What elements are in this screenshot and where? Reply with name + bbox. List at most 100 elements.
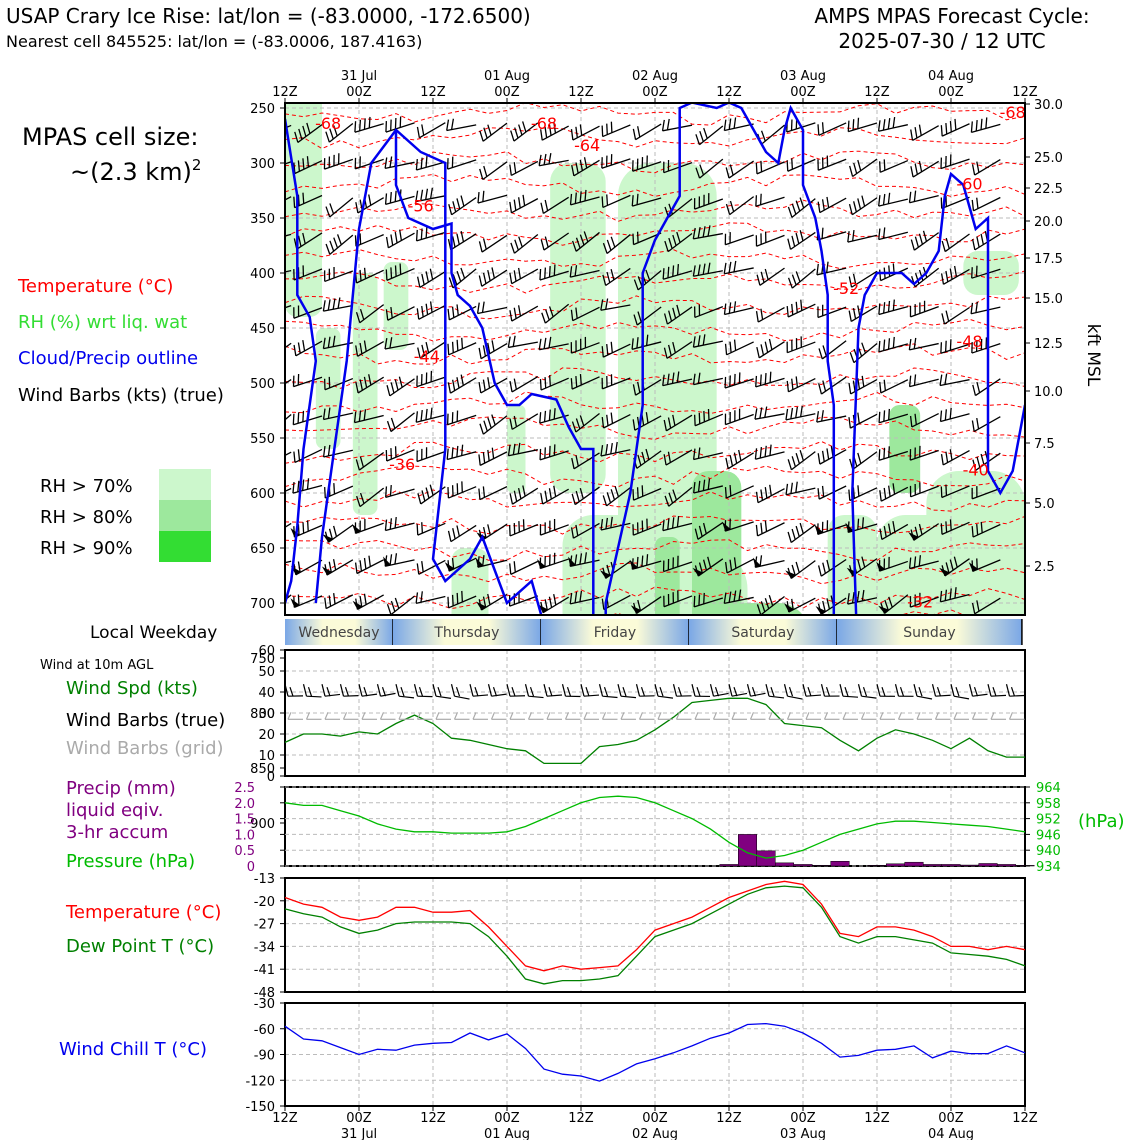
wind-barb [786,336,816,354]
wind-barb [817,122,847,136]
wind-barb [478,486,508,501]
grid-wind-barb [879,712,895,720]
grid-wind-barb [971,712,988,720]
wind-barb [847,229,878,243]
wind-barb [479,122,508,142]
wind-barb [602,267,631,287]
grid-wind-barb [1008,712,1025,720]
wind-barb [260,849,291,865]
wind-barb [479,668,507,681]
wind-barb [633,778,661,791]
wind-barb [321,559,354,576]
legend-temperature-2: Temperature (°C) [65,902,221,923]
y-tick-label: 0 [247,860,255,875]
wind-barb [569,265,600,278]
wind-barb [448,267,477,289]
wind-barb [537,743,568,757]
wind-barb [971,159,1001,176]
grid-wind-barb [342,712,359,720]
wind-barb [847,589,878,605]
wind-barb [571,486,600,506]
wind-barb [285,379,292,385]
wind-barb [285,161,292,165]
wind-barb [446,410,477,426]
wind-barb [323,266,354,283]
cloud-outline-segment [394,130,595,615]
y-tick-label: -13 [254,872,275,887]
wind-barb [878,446,909,461]
wind-barb [416,301,446,320]
wind-barb [662,555,693,573]
legend-rh90-label: RH > 90% [40,538,133,559]
isotherm [285,318,1025,342]
altitude-tick: 25.0 [1034,151,1063,166]
grid-wind-barb [453,712,470,720]
pressure-level-tick: 650 [250,542,275,557]
y-tick-label: 2.5 [234,781,255,796]
cloud-outline [285,103,1025,615]
temperature-line [284,880,1026,972]
date-tick-label: 03 Aug [780,1127,826,1140]
wind-barb [352,593,384,611]
surface-wind-barb [913,684,933,700]
wind-barb [692,671,722,688]
grid-wind-barb [527,712,544,720]
wind-barb [539,375,569,391]
y-tick-label: 20 [258,728,275,743]
wind-barb [940,118,970,137]
y-tick-label: 1.0 [234,828,255,843]
wind-barb [664,486,693,507]
legend-rh80-swatch [159,500,211,531]
wind-barb [539,264,569,281]
y-tick-label: -41 [254,963,275,978]
wind-barb [352,776,383,791]
temperature-contour-label: -28 [580,714,606,733]
wind-barb [292,478,323,494]
y-tick-label: 10 [258,749,275,764]
isotherm [285,465,1025,488]
wind-barb [261,780,291,798]
wind-barb [539,444,569,461]
wind-barb [693,478,723,494]
wind-barb [323,376,354,391]
wind-barb [908,777,939,793]
wind-barb [723,589,754,605]
wind-barb [754,444,785,460]
legend-rh80-label: RH > 80% [40,507,133,528]
wind-barb [285,270,292,273]
wind-barb [663,590,693,608]
time-tick-label: 00Z [790,1111,816,1126]
date-tick-label: 04 Aug [928,69,974,84]
isotherm [285,150,1025,174]
grid-wind-barb [620,712,636,720]
wind-barb [663,449,693,466]
surface-wind-barb [469,684,489,697]
isotherm [285,756,1025,778]
wind-barb [662,515,693,532]
wind-speed-line [284,697,1025,765]
wind-barb [352,738,384,754]
precip-bar [793,864,813,867]
precip-bar [923,864,942,867]
wind-barb [848,412,878,429]
wind-barb [322,444,353,458]
rh-area [655,537,680,615]
wind-barb [691,704,723,717]
altitude-tick: 5.0 [1034,497,1055,512]
time-tick-label: 12Z [1012,1111,1038,1126]
surface-wind-barb [950,684,970,700]
wind-barb [383,662,414,675]
time-tick-label: 12Z [420,1111,446,1126]
y-tick-label: -120 [245,1074,275,1089]
wind-barb [878,227,908,241]
wind-barb [724,232,754,246]
wind-barb [693,193,724,210]
wind-barb [355,374,385,394]
wind-barb [818,340,847,360]
wind-barb [907,704,939,717]
wind-barb [787,522,816,544]
grid-wind-barb [287,712,303,720]
wind-barb [695,158,724,179]
wind-barb [600,298,631,311]
wind-barb [478,267,508,287]
